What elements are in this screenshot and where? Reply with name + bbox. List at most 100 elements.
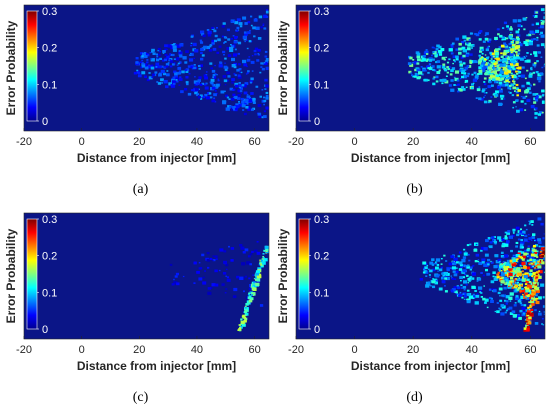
heatmap-cell <box>534 97 539 100</box>
heatmap-cell <box>519 57 524 61</box>
heatmap-cell <box>492 70 497 74</box>
heatmap-cell <box>216 51 220 54</box>
heatmap-cell <box>169 53 172 55</box>
heatmap-cell <box>261 67 265 71</box>
heatmap-cell <box>224 68 228 71</box>
colorbar-tick-label: 0.3 <box>314 214 329 226</box>
heatmap-cell <box>412 59 415 61</box>
heatmap-cell <box>534 261 537 263</box>
x-axis-label: Distance from injector [mm] <box>351 151 510 165</box>
heatmap-cell <box>133 71 138 75</box>
heatmap-cell <box>513 304 517 307</box>
heatmap-cell <box>459 263 463 267</box>
heatmap-cell <box>525 55 528 57</box>
heatmap-cell <box>463 72 467 75</box>
heatmap-cell <box>438 274 441 276</box>
heatmap-cell <box>233 19 236 22</box>
heatmap-cell <box>529 72 532 74</box>
heatmap-cell <box>225 94 229 98</box>
heatmap-cell <box>171 63 175 66</box>
heatmap-cell <box>530 220 534 223</box>
heatmap-cell <box>483 92 486 94</box>
heatmap-cell <box>535 93 539 96</box>
heatmap-cell <box>462 54 466 58</box>
heatmap-cell <box>541 100 545 104</box>
heatmap-cell <box>532 297 536 301</box>
heatmap-cell <box>137 71 141 75</box>
heatmap-cell <box>522 96 526 99</box>
heatmap-cell <box>494 276 497 278</box>
heatmap-cell <box>483 247 488 251</box>
heatmap-cell <box>241 84 245 87</box>
heatmap-cell <box>160 69 165 74</box>
heatmap-cell <box>506 57 509 60</box>
heatmap-cell <box>246 94 249 96</box>
heatmap-cell <box>239 276 244 280</box>
heatmap-cell <box>463 298 466 300</box>
heatmap-cell <box>432 51 435 53</box>
heatmap-cell <box>482 274 485 277</box>
heatmap-cell <box>488 60 491 62</box>
heatmap-cell <box>170 84 176 88</box>
heatmap-cell <box>259 304 264 307</box>
heatmap-cell <box>204 270 206 272</box>
heatmap-cell <box>529 312 534 316</box>
heatmap-cell <box>467 253 470 256</box>
heatmap-cell <box>236 275 240 279</box>
heatmap-cell <box>508 272 513 277</box>
heatmap-cell <box>161 65 164 68</box>
heatmap-cell <box>495 90 499 94</box>
heatmap-cell <box>464 251 467 253</box>
heatmap-cell <box>256 275 261 279</box>
heatmap-cell <box>189 54 192 56</box>
heatmap-cell <box>538 80 541 83</box>
heatmap-cell <box>533 38 536 41</box>
heatmap-cell <box>444 277 448 280</box>
heatmap-cell <box>513 83 516 85</box>
heatmap-cell <box>527 308 529 310</box>
heatmap-cell <box>231 81 234 84</box>
heatmap-cell <box>513 82 515 84</box>
heatmap-cell <box>508 81 511 83</box>
heatmap-cell <box>200 51 203 54</box>
heatmap-cell <box>232 35 235 37</box>
heatmap-cell <box>459 60 463 64</box>
heatmap-cell <box>228 98 231 100</box>
heatmap-cell <box>498 268 501 271</box>
colorbar <box>26 218 38 330</box>
heatmap-cell <box>245 98 249 102</box>
heatmap-cell <box>466 298 468 301</box>
heatmap-cell <box>523 41 528 45</box>
heatmap-cell <box>469 266 473 269</box>
heatmap-cell <box>450 69 454 73</box>
heatmap-cell <box>520 304 524 307</box>
heatmap-cell <box>531 248 536 252</box>
heatmap-cell <box>500 251 504 254</box>
heatmap-cell <box>527 252 529 254</box>
heatmap-cell <box>170 83 173 86</box>
heatmap-cell <box>532 63 537 67</box>
heatmap-cell <box>460 56 464 59</box>
heatmap-cell <box>251 70 254 72</box>
heatmap-cell <box>530 53 532 56</box>
heatmap-cell <box>135 61 139 64</box>
heatmap-cell <box>502 83 506 87</box>
heatmap-cell <box>543 266 545 269</box>
heatmap-cell <box>422 271 426 274</box>
heatmap-cell <box>475 33 480 37</box>
heatmap-cell <box>251 287 256 291</box>
heatmap-cell <box>528 220 531 222</box>
heatmap-cell <box>535 276 538 279</box>
heatmap-cell <box>450 79 454 82</box>
heatmap-cell <box>427 79 430 82</box>
heatmap-cell <box>492 73 494 75</box>
heatmap-cell <box>228 245 230 248</box>
heatmap-cell <box>517 70 520 73</box>
heatmap-cell <box>164 48 167 51</box>
heatmap-cell <box>264 60 269 63</box>
heatmap-cell <box>251 292 256 296</box>
heatmap-cell <box>508 235 513 239</box>
heatmap-cell <box>481 59 484 61</box>
x-tick-label: 40 <box>191 344 203 356</box>
heatmap-cell <box>263 103 265 106</box>
